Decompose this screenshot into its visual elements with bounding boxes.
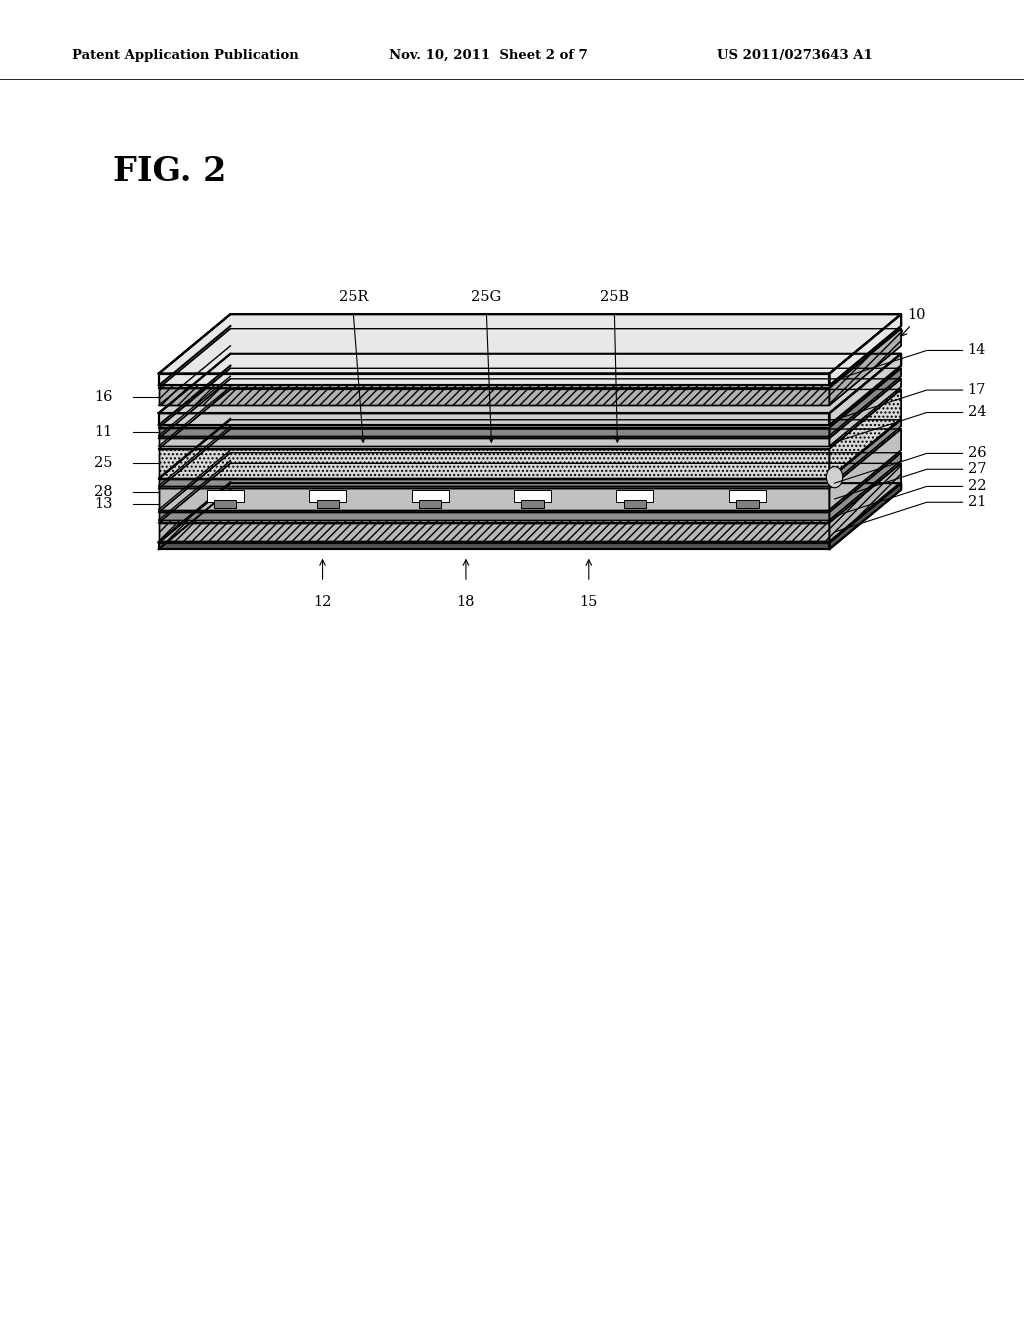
Text: 13: 13 <box>94 498 113 511</box>
Text: 10: 10 <box>907 309 926 322</box>
Polygon shape <box>514 490 551 502</box>
Text: 27: 27 <box>968 462 986 477</box>
Text: 25R: 25R <box>339 290 368 304</box>
Polygon shape <box>419 500 441 508</box>
Text: 11: 11 <box>94 425 113 438</box>
Text: 26: 26 <box>968 446 986 461</box>
Text: 14: 14 <box>968 343 986 358</box>
Polygon shape <box>829 354 901 425</box>
Polygon shape <box>159 488 829 510</box>
Text: FIG. 2: FIG. 2 <box>113 154 226 187</box>
Text: Patent Application Publication: Patent Application Publication <box>72 49 298 62</box>
Text: Nov. 10, 2011  Sheet 2 of 7: Nov. 10, 2011 Sheet 2 of 7 <box>389 49 588 62</box>
Text: 25B: 25B <box>600 290 629 304</box>
Polygon shape <box>159 543 829 549</box>
Polygon shape <box>214 500 237 508</box>
Polygon shape <box>616 490 653 502</box>
Polygon shape <box>159 374 829 385</box>
Polygon shape <box>729 490 766 502</box>
Polygon shape <box>829 368 901 436</box>
Text: 21: 21 <box>968 495 986 510</box>
Polygon shape <box>316 500 339 508</box>
Polygon shape <box>159 429 901 488</box>
Text: 18: 18 <box>457 595 475 609</box>
Polygon shape <box>829 429 901 510</box>
Polygon shape <box>159 354 901 413</box>
Polygon shape <box>829 379 901 446</box>
Text: 17: 17 <box>968 383 986 397</box>
Polygon shape <box>159 420 901 479</box>
Polygon shape <box>159 368 901 428</box>
Text: 25: 25 <box>94 457 113 470</box>
Polygon shape <box>829 314 901 385</box>
Polygon shape <box>159 314 901 374</box>
Polygon shape <box>624 500 646 508</box>
Text: 24: 24 <box>968 405 986 420</box>
Circle shape <box>826 467 843 488</box>
Polygon shape <box>829 453 901 520</box>
Polygon shape <box>159 479 829 486</box>
Polygon shape <box>207 490 244 502</box>
Polygon shape <box>829 420 901 486</box>
Polygon shape <box>159 388 829 405</box>
Polygon shape <box>159 389 901 449</box>
Polygon shape <box>159 413 829 425</box>
Polygon shape <box>736 500 759 508</box>
Text: 12: 12 <box>313 595 332 609</box>
Text: 22: 22 <box>968 479 986 494</box>
Polygon shape <box>159 379 901 438</box>
Polygon shape <box>521 500 544 508</box>
Polygon shape <box>159 523 829 541</box>
Text: US 2011/0273643 A1: US 2011/0273643 A1 <box>717 49 872 62</box>
Polygon shape <box>159 449 829 478</box>
Polygon shape <box>159 512 829 520</box>
Polygon shape <box>309 490 346 502</box>
Polygon shape <box>159 453 901 512</box>
Text: 25G: 25G <box>471 290 502 304</box>
Polygon shape <box>829 463 901 541</box>
Polygon shape <box>412 490 449 502</box>
Polygon shape <box>159 428 829 436</box>
Polygon shape <box>159 438 829 446</box>
Text: 16: 16 <box>94 391 113 404</box>
Text: 28: 28 <box>94 486 113 499</box>
Polygon shape <box>829 389 901 478</box>
Polygon shape <box>159 483 901 543</box>
Polygon shape <box>159 463 901 523</box>
Polygon shape <box>829 329 901 405</box>
Polygon shape <box>829 483 901 549</box>
Polygon shape <box>159 329 901 388</box>
Text: 15: 15 <box>580 595 598 609</box>
